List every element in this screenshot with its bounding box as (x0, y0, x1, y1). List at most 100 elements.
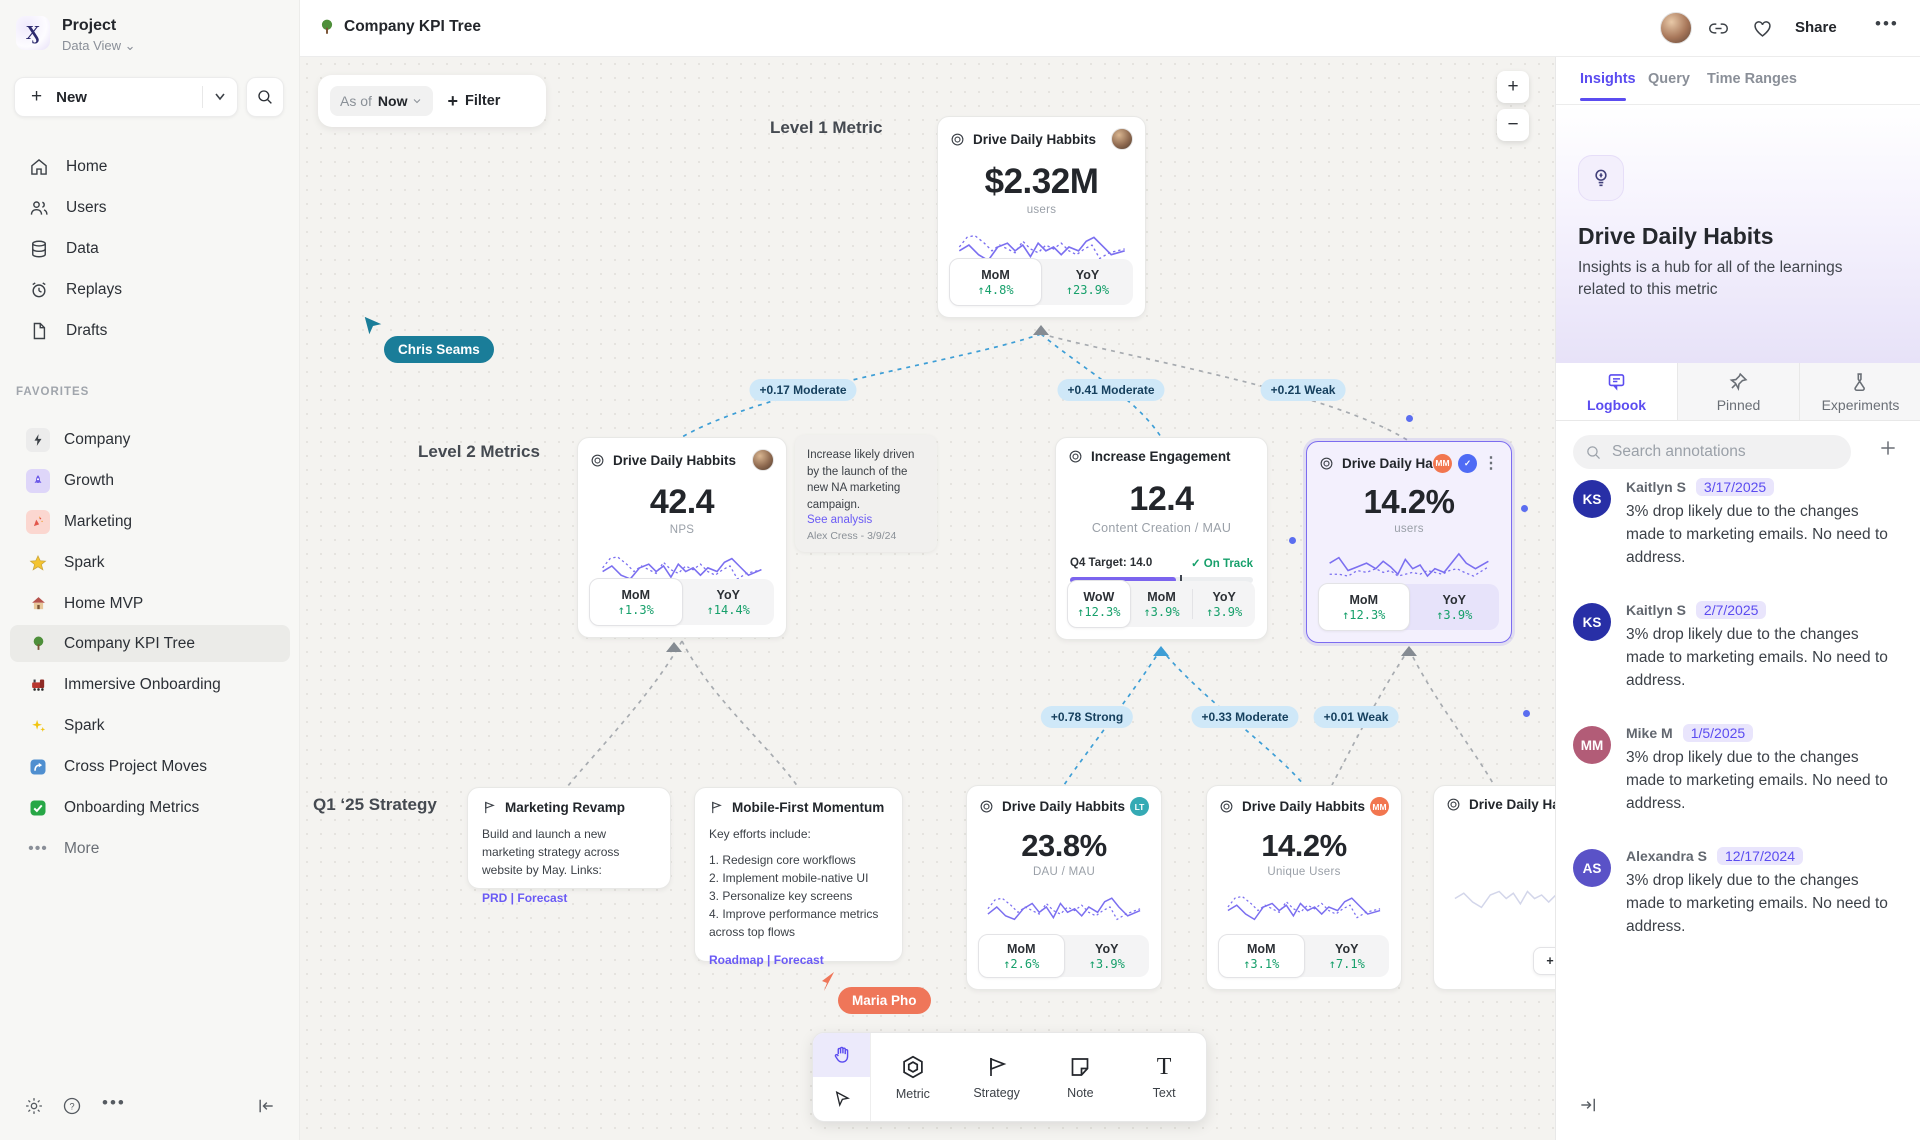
favorite-heart-icon[interactable] (1752, 18, 1773, 39)
hand-tool[interactable] (813, 1033, 870, 1077)
metric-card-increase-engagement[interactable]: Increase Engagement 12.4 Content Creatio… (1055, 437, 1268, 640)
sidebar-item-growth[interactable]: Growth (10, 462, 290, 499)
collapse-arrow[interactable] (1401, 646, 1417, 656)
note-card[interactable]: Increase likely driven by the launch of … (795, 435, 937, 552)
metric-card-drive-daily-habbits-dau[interactable]: Drive Daily Habbits LT 23.8% DAU / MAU M… (966, 785, 1162, 990)
copy-link-icon[interactable] (1708, 18, 1729, 39)
edge-correlation-badge[interactable]: +0.17 Moderate (749, 379, 857, 401)
annotation-date-badge[interactable]: 1/5/2025 (1682, 724, 1754, 742)
yoy-stat[interactable]: YoY ↑3.9% (1206, 589, 1243, 619)
project-workspace-switcher[interactable]: Data View ⌄ (62, 38, 136, 53)
edge-correlation-badge[interactable]: +0.78 Strong (1040, 706, 1134, 728)
edge-correlation-badge[interactable]: +0.01 Weak (1313, 706, 1399, 728)
yoy-stat[interactable]: YoY ↑3.9% (1436, 592, 1473, 622)
sidebar-item-onboarding-metrics[interactable]: Onboarding Metrics (10, 789, 290, 826)
tab-query[interactable]: Query (1648, 71, 1690, 87)
collapse-arrow[interactable] (666, 642, 682, 652)
kpi-tree-canvas[interactable]: As of Now + Filter + − Level 1 Metric Le… (300, 57, 1555, 1140)
mom-stat[interactable]: MoM ↑2.6% (978, 934, 1065, 978)
annotation-date-badge[interactable]: 3/17/2025 (1695, 478, 1775, 496)
sidebar-item-more[interactable]: ••• More (10, 830, 290, 867)
metric-card-drive-daily-habbits-unique[interactable]: Drive Daily Habbits MM 14.2% Unique User… (1206, 785, 1402, 990)
subtab-experiments[interactable]: Experiments (1800, 363, 1920, 420)
kebab-menu-icon[interactable]: ⋮ (1483, 455, 1499, 472)
zoom-out-button[interactable]: − (1497, 109, 1529, 141)
subtab-logbook[interactable]: Logbook (1556, 363, 1678, 420)
assignee-badge[interactable]: LT (1130, 797, 1149, 816)
owner-avatar[interactable] (752, 449, 774, 471)
annotation-item[interactable]: KS Kaitlyn S 2/7/2025 3% drop likely due … (1573, 601, 1903, 693)
user-avatar[interactable] (1660, 12, 1692, 44)
sidebar-item-home-mvp[interactable]: Home MVP (10, 585, 290, 622)
subtab-pinned[interactable]: Pinned (1678, 363, 1800, 420)
more-options-icon[interactable]: ••• (1875, 14, 1899, 33)
mom-stat[interactable]: MoM ↑3.1% (1218, 934, 1305, 978)
sidebar-item-spark-2[interactable]: Spark (10, 707, 290, 744)
app-logo[interactable]: Ӽ (16, 16, 50, 50)
mom-stat[interactable]: MoM ↑12.3% (1318, 583, 1410, 631)
owner-avatar[interactable] (1111, 128, 1133, 150)
help-icon[interactable]: ? (62, 1096, 82, 1116)
new-button[interactable]: + New (14, 77, 238, 117)
tab-insights[interactable]: Insights (1580, 71, 1636, 87)
annotation-item[interactable]: KS Kaitlyn S 3/17/2025 3% drop likely due… (1573, 478, 1903, 570)
zoom-in-button[interactable]: + (1497, 71, 1529, 103)
select-tool[interactable] (813, 1077, 870, 1121)
yoy-stat[interactable]: YoY ↑3.9% (1088, 941, 1125, 971)
metric-card-partial[interactable]: Drive Daily Hab + Connec (1433, 785, 1555, 990)
strategy-links[interactable]: PRD | Forecast (482, 891, 568, 905)
settings-gear-icon[interactable] (24, 1096, 44, 1116)
wow-stat[interactable]: WoW ↑12.3% (1067, 580, 1131, 628)
sidebar-item-company-kpi-tree[interactable]: Company KPI Tree (10, 625, 290, 662)
search-button[interactable] (246, 77, 284, 117)
yoy-stat[interactable]: YoY ↑23.9% (1065, 267, 1110, 297)
assignee-badge[interactable]: MM (1433, 453, 1452, 473)
annotation-item[interactable]: MM Mike M 1/5/2025 3% drop likely due to … (1573, 724, 1903, 816)
text-tool[interactable]: T Text (1152, 1053, 1176, 1100)
edge-correlation-badge[interactable]: +0.41 Moderate (1057, 379, 1165, 401)
connect-button[interactable]: + Connec (1533, 947, 1555, 975)
search-annotations-input[interactable]: Search annotations (1573, 435, 1851, 469)
mom-stat[interactable]: MoM ↑4.8% (949, 258, 1042, 306)
annotation-item[interactable]: AS Alexandra S 12/17/2024 3% drop likely … (1573, 847, 1903, 939)
strategy-card-marketing-revamp[interactable]: Marketing Revamp Build and launch a new … (467, 787, 671, 905)
sidebar-item-home[interactable]: Home (10, 149, 290, 185)
sidebar-item-drafts[interactable]: Drafts (10, 313, 290, 349)
metric-tool[interactable]: Metric (871, 1033, 955, 1121)
strategy-card-mobile-first-momentum[interactable]: Mobile-First Momentum Key efforts includ… (694, 787, 903, 967)
tab-time-ranges[interactable]: Time Ranges (1707, 71, 1797, 87)
annotation-date-badge[interactable]: 2/7/2025 (1695, 601, 1767, 619)
sidebar-item-marketing[interactable]: Marketing (10, 503, 290, 540)
sidebar-item-users[interactable]: Users (10, 190, 290, 226)
add-annotation-button[interactable] (1878, 438, 1898, 458)
yoy-stat[interactable]: YoY ↑7.1% (1328, 941, 1365, 971)
as-of-dropdown[interactable]: As of Now (330, 86, 434, 116)
sidebar-item-cross-project-moves[interactable]: Cross Project Moves (10, 748, 290, 785)
collapse-sidebar-icon[interactable] (256, 1096, 276, 1116)
see-analysis-link[interactable]: See analysis (807, 513, 873, 526)
annotation-date-badge[interactable]: 12/17/2024 (1716, 847, 1804, 865)
collapse-arrow[interactable] (1033, 325, 1049, 335)
collapse-panel-icon[interactable] (1578, 1095, 1598, 1115)
metric-card-drive-daily-habbits-nps[interactable]: Drive Daily Habbits 42.4 NPS MoM ↑1.3% Yo… (577, 437, 787, 638)
strategy-tool[interactable]: Strategy (955, 1033, 1039, 1121)
sidebar-item-immersive-onboarding[interactable]: Immersive Onboarding (10, 666, 290, 703)
sidebar-item-spark[interactable]: Spark (10, 544, 290, 581)
mom-stat[interactable]: MoM ↑3.9% (1143, 589, 1180, 619)
note-tool[interactable]: Note (1039, 1033, 1123, 1121)
chevron-down-icon[interactable] (203, 89, 237, 105)
metric-card-drive-daily-habbits-l1[interactable]: Drive Daily Habbits $2.32M users MoM ↑4.8… (937, 116, 1146, 318)
edge-correlation-badge[interactable]: +0.21 Weak (1260, 379, 1346, 401)
more-options-icon[interactable]: ••• (102, 1093, 126, 1112)
edge-correlation-badge[interactable]: +0.33 Moderate (1191, 706, 1299, 728)
yoy-stat[interactable]: YoY ↑14.4% (706, 587, 750, 617)
sidebar-item-company[interactable]: Company (10, 421, 290, 458)
assignee-badge[interactable]: MM (1370, 797, 1389, 816)
sidebar-item-replays[interactable]: Replays (10, 272, 290, 308)
mom-stat[interactable]: MoM ↑1.3% (589, 578, 683, 626)
collapse-arrow[interactable] (1153, 646, 1169, 656)
sidebar-item-data[interactable]: Data (10, 231, 290, 267)
metric-card-drive-daily-habbits-selected[interactable]: Drive Daily Habb.. MM ✓ ⋮ 14.2% users Mo… (1306, 441, 1512, 643)
filter-button[interactable]: + Filter (447, 90, 501, 111)
share-button[interactable]: Share (1795, 19, 1837, 36)
